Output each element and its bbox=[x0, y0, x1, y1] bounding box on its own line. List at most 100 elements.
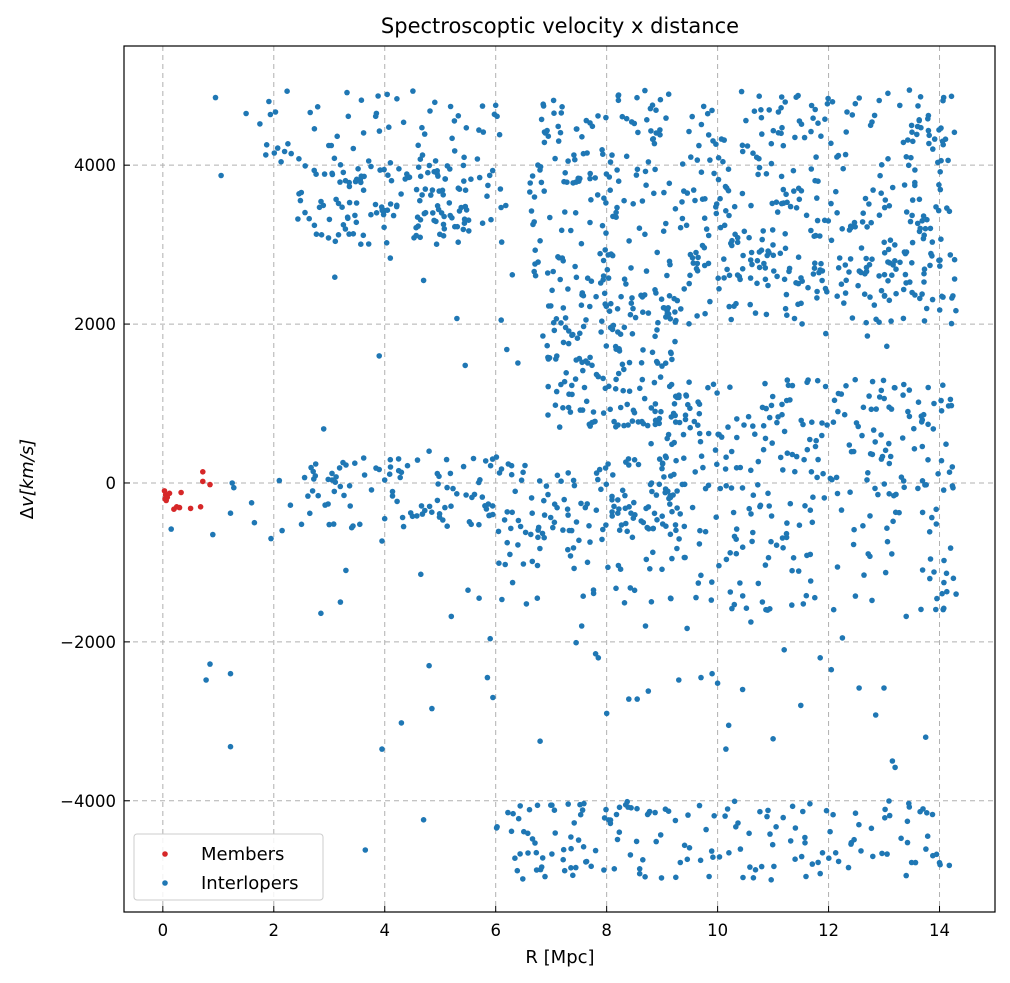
interloper-point bbox=[343, 567, 349, 574]
interloper-point bbox=[613, 214, 619, 220]
interloper-point bbox=[748, 249, 755, 256]
interloper-point bbox=[823, 807, 830, 814]
interloper-point bbox=[322, 502, 328, 508]
interloper-point bbox=[627, 585, 634, 591]
interloper-point bbox=[311, 126, 318, 132]
interloper-point bbox=[595, 113, 601, 119]
interloper-point bbox=[758, 863, 765, 870]
interloper-point bbox=[814, 295, 820, 301]
interloper-point bbox=[517, 523, 524, 530]
interloper-point bbox=[717, 485, 724, 492]
interloper-point bbox=[598, 329, 604, 335]
interloper-point bbox=[614, 204, 620, 211]
interloper-point bbox=[755, 482, 761, 488]
interloper-point bbox=[791, 188, 797, 194]
interloper-point bbox=[564, 506, 571, 512]
interloper-point bbox=[527, 189, 533, 195]
y-tick-label: −2000 bbox=[60, 633, 116, 652]
interloper-point bbox=[869, 378, 876, 385]
interloper-point bbox=[702, 485, 709, 492]
interloper-point bbox=[821, 495, 828, 501]
interloper-point bbox=[379, 538, 385, 544]
interloper-point bbox=[621, 324, 628, 331]
interloper-point bbox=[681, 455, 687, 462]
interloper-point bbox=[867, 294, 873, 300]
interloper-point bbox=[358, 241, 364, 247]
interloper-point bbox=[523, 601, 530, 607]
interloper-point bbox=[659, 513, 665, 519]
interloper-point bbox=[922, 482, 928, 488]
interloper-point bbox=[587, 175, 593, 182]
interloper-point bbox=[753, 154, 760, 161]
interloper-point bbox=[645, 526, 652, 532]
legend: Members Interlopers bbox=[133, 833, 324, 901]
interloper-point bbox=[358, 179, 364, 186]
interloper-point bbox=[315, 492, 322, 499]
interloper-point bbox=[544, 127, 550, 134]
interloper-point bbox=[665, 305, 671, 311]
interloper-point bbox=[667, 531, 674, 538]
interloper-point bbox=[679, 161, 686, 167]
interloper-point bbox=[880, 377, 887, 384]
interloper-point bbox=[779, 124, 785, 131]
interloper-point bbox=[672, 412, 678, 419]
interloper-point bbox=[828, 140, 834, 147]
interloper-point bbox=[909, 239, 916, 246]
interloper-point bbox=[686, 845, 693, 851]
interloper-point bbox=[454, 491, 460, 497]
interloper-point bbox=[426, 162, 433, 169]
interloper-point bbox=[664, 272, 670, 279]
interloper-point bbox=[757, 808, 763, 815]
interloper-point bbox=[425, 169, 431, 176]
interloper-point bbox=[780, 814, 786, 821]
interloper-point bbox=[778, 200, 785, 207]
interloper-point bbox=[769, 440, 775, 446]
interloper-point bbox=[365, 158, 372, 164]
interloper-point bbox=[881, 685, 887, 691]
interloper-point bbox=[361, 173, 367, 180]
interloper-point bbox=[593, 371, 600, 378]
interloper-point bbox=[545, 383, 551, 390]
interloper-point bbox=[227, 510, 234, 516]
interloper-point bbox=[924, 216, 930, 223]
interloper-point bbox=[210, 531, 216, 538]
interloper-point bbox=[808, 102, 815, 109]
interloper-point bbox=[281, 148, 288, 155]
y-tick-label: 0 bbox=[106, 474, 117, 493]
interloper-point bbox=[864, 333, 871, 339]
interloper-point bbox=[766, 503, 772, 509]
interloper-point bbox=[462, 362, 469, 369]
interloper-point bbox=[358, 97, 365, 103]
interloper-point bbox=[413, 232, 420, 239]
interloper-point bbox=[728, 448, 735, 455]
interloper-point bbox=[661, 305, 668, 311]
interloper-point bbox=[676, 419, 683, 426]
interloper-point bbox=[326, 521, 333, 528]
interloper-point bbox=[580, 367, 586, 374]
interloper-point bbox=[824, 289, 830, 295]
interloper-point bbox=[627, 852, 634, 858]
interloper-point bbox=[443, 456, 450, 463]
interloper-point bbox=[748, 202, 754, 209]
interloper-point bbox=[947, 252, 954, 258]
interloper-point bbox=[529, 558, 536, 565]
interloper-point bbox=[422, 186, 429, 192]
interloper-point bbox=[542, 873, 548, 880]
interloper-point bbox=[496, 131, 503, 138]
interloper-point bbox=[550, 524, 556, 531]
interloper-point bbox=[456, 208, 463, 214]
interloper-point bbox=[915, 485, 921, 492]
interloper-point bbox=[786, 268, 792, 275]
interloper-point bbox=[682, 412, 689, 419]
interloper-point bbox=[751, 108, 758, 114]
interloper-point bbox=[426, 448, 432, 455]
interloper-point bbox=[578, 302, 585, 309]
interloper-point bbox=[439, 187, 446, 194]
interloper-point bbox=[599, 222, 606, 229]
interloper-point bbox=[845, 864, 852, 871]
interloper-point bbox=[924, 833, 931, 839]
interloper-point bbox=[342, 226, 349, 232]
interloper-point bbox=[852, 593, 859, 599]
interloper-point bbox=[331, 488, 338, 495]
interloper-point bbox=[669, 356, 675, 363]
